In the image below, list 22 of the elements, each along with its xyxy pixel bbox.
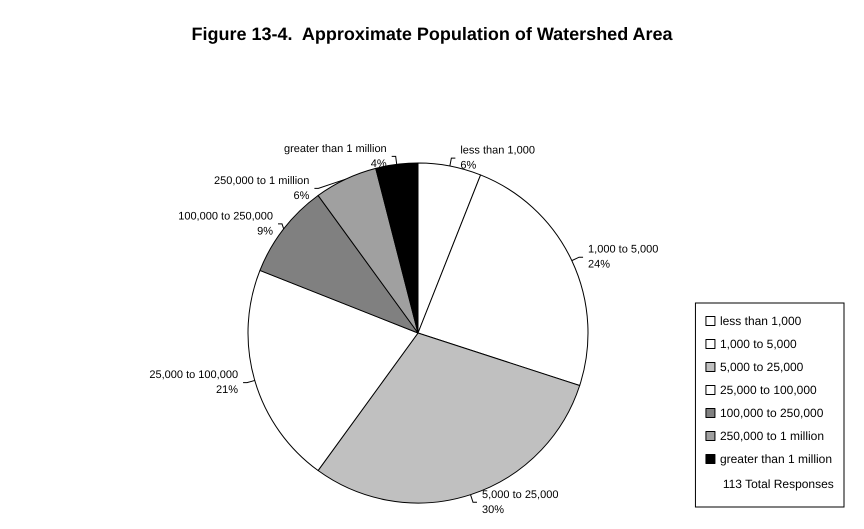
- slice-label: less than 1,000: [460, 144, 535, 157]
- data-label: 24%: [588, 258, 610, 271]
- slice-label: 100,000 to 250,000: [178, 210, 274, 222]
- text: 113 Total Responses: [722, 477, 834, 491]
- slice-label: 25,000 to 100,000: [149, 369, 238, 382]
- legend-label: greater than 1 million: [720, 452, 832, 466]
- legend-label: 250,000 to 1 million: [720, 429, 824, 443]
- data-label: 6%: [293, 190, 310, 202]
- chart-title: Figure 13-4. Approximate Population of Watershed Area: [191, 24, 674, 44]
- data-label: 9%: [257, 225, 274, 238]
- legend-label: 100,000 to 250,000: [720, 406, 824, 420]
- slice-label: 1,000 to 5,000: [588, 244, 658, 256]
- data-label: 6%: [460, 160, 476, 172]
- slice-label: 250,000 to 1 million: [214, 174, 310, 187]
- legend-label: 1,000 to 5,000: [720, 337, 797, 351]
- data-label: 21%: [216, 384, 238, 396]
- data-label: 30%: [482, 504, 504, 516]
- slice-label: 5,000 to 25,000: [482, 488, 558, 501]
- slice-label: greater than 1 million: [284, 142, 387, 155]
- legend-label: less than 1,000: [720, 314, 802, 328]
- legend-label: 25,000 to 100,000: [720, 383, 818, 397]
- legend-label: 5,000 to 25,000: [720, 360, 804, 374]
